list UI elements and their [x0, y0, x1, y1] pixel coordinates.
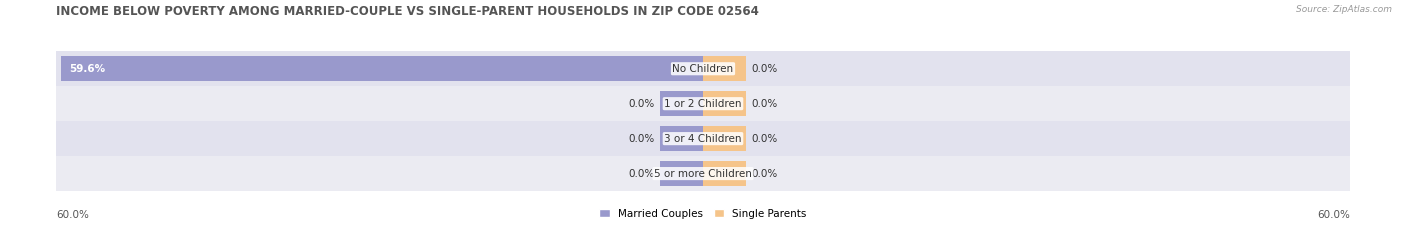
Text: 0.0%: 0.0% — [752, 134, 778, 144]
Text: 0.0%: 0.0% — [628, 99, 655, 109]
Bar — [703, 91, 747, 116]
Bar — [56, 51, 1350, 86]
Text: 3 or 4 Children: 3 or 4 Children — [664, 134, 742, 144]
Text: INCOME BELOW POVERTY AMONG MARRIED-COUPLE VS SINGLE-PARENT HOUSEHOLDS IN ZIP COD: INCOME BELOW POVERTY AMONG MARRIED-COUPL… — [56, 5, 759, 18]
Text: 0.0%: 0.0% — [752, 99, 778, 109]
Text: No Children: No Children — [672, 64, 734, 74]
Bar — [703, 126, 747, 151]
Bar — [659, 91, 703, 116]
Bar — [703, 161, 747, 186]
Legend: Married Couples, Single Parents: Married Couples, Single Parents — [595, 205, 811, 223]
Text: 60.0%: 60.0% — [1317, 210, 1350, 220]
Bar — [56, 156, 1350, 191]
Bar — [56, 86, 1350, 121]
Bar — [659, 126, 703, 151]
Text: 1 or 2 Children: 1 or 2 Children — [664, 99, 742, 109]
Bar — [60, 56, 703, 81]
Text: 0.0%: 0.0% — [628, 169, 655, 178]
Text: 5 or more Children: 5 or more Children — [654, 169, 752, 178]
Text: 60.0%: 60.0% — [56, 210, 89, 220]
Text: 0.0%: 0.0% — [628, 134, 655, 144]
Text: 0.0%: 0.0% — [752, 64, 778, 74]
Text: 0.0%: 0.0% — [752, 169, 778, 178]
Bar — [659, 161, 703, 186]
Bar — [56, 121, 1350, 156]
Text: 59.6%: 59.6% — [69, 64, 105, 74]
Text: Source: ZipAtlas.com: Source: ZipAtlas.com — [1296, 5, 1392, 14]
Bar — [703, 56, 747, 81]
